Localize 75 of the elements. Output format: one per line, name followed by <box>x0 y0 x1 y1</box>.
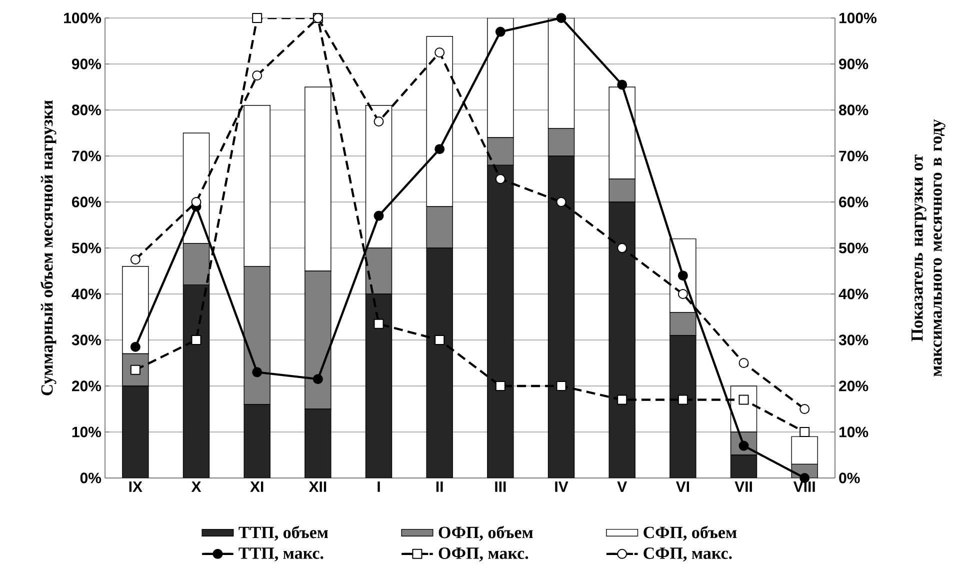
point <box>252 12 262 23</box>
y2-tick-label: 90% <box>839 58 868 70</box>
y-tick-label: 100% <box>64 12 102 24</box>
legend-label: ОФП, объем <box>438 526 533 541</box>
y2-tick-label: 50% <box>838 242 868 254</box>
bar <box>426 248 453 478</box>
point <box>617 80 628 90</box>
bar <box>608 202 636 478</box>
point <box>130 342 140 352</box>
x-tick-label: II <box>436 482 443 492</box>
bar <box>365 294 392 478</box>
point <box>434 334 445 345</box>
y2-tick-label: 10% <box>839 426 868 438</box>
x-tick-label: VII <box>734 482 752 492</box>
point <box>374 210 384 221</box>
point <box>556 380 566 391</box>
legend-label: ТТП, объем <box>238 526 328 541</box>
y2-tick-label: 70% <box>839 150 868 162</box>
legend-label: ОФП, макс. <box>438 548 528 562</box>
y2-axis-title: Показатель нагрузки от максимального месячного в году <box>912 119 946 376</box>
y2-tick-label: 20% <box>839 380 868 392</box>
point <box>191 196 202 207</box>
y2-tick-label: 80% <box>839 104 868 116</box>
legend-label: СФП, макс. <box>644 548 732 562</box>
bar <box>487 164 514 478</box>
point <box>678 270 688 281</box>
y-tick-label: 70% <box>72 150 102 162</box>
x-tick-label: XI <box>250 482 264 492</box>
point <box>556 196 566 207</box>
x-tick-label: IV <box>555 482 568 492</box>
point <box>495 380 506 391</box>
x-tick-label: IX <box>129 482 142 492</box>
point <box>495 174 506 184</box>
y2-tick-label: 30% <box>838 334 868 346</box>
y2-tick-label: 100% <box>839 12 876 24</box>
point <box>617 242 628 253</box>
x-tick-label: I <box>378 482 380 492</box>
y-tick-label: 50% <box>72 242 102 254</box>
bar <box>670 335 696 478</box>
y2-tick-label: 40% <box>838 288 868 300</box>
legend-label: ТТП, макс. <box>238 548 324 562</box>
legend-label: СФП, объем <box>644 526 737 541</box>
bar <box>730 454 758 478</box>
point <box>556 12 566 23</box>
y2-tick-label: 60% <box>839 196 868 208</box>
bar <box>122 386 149 478</box>
point <box>312 374 323 384</box>
point <box>374 318 384 329</box>
bar <box>304 408 332 478</box>
point <box>617 394 628 405</box>
bar <box>182 284 210 478</box>
x-tick-label: III <box>495 482 506 492</box>
y-tick-label: 30% <box>72 334 102 346</box>
y2-tick-label: 0% <box>839 472 860 484</box>
point <box>434 144 445 154</box>
point <box>738 394 749 405</box>
y-tick-label: 40% <box>72 288 102 300</box>
point <box>495 26 506 37</box>
y-tick-label: 20% <box>72 380 102 392</box>
point <box>191 334 202 345</box>
x-tick-label: V <box>617 482 627 492</box>
y-tick-label: 90% <box>72 58 102 70</box>
y-axis-title: Суммарный объем месячной нагрузки <box>40 100 56 396</box>
y-tick-label: 80% <box>72 104 102 116</box>
y-tick-label: 0% <box>80 472 102 484</box>
point <box>678 394 688 405</box>
x-tick-label: X <box>191 482 202 492</box>
y-tick-label: 10% <box>72 426 102 438</box>
bar <box>548 156 575 478</box>
y-tick-label: 60% <box>72 196 102 208</box>
point <box>252 367 262 378</box>
x-tick-label: VI <box>676 482 690 492</box>
bar <box>244 404 270 478</box>
x-tick-label: VIII <box>793 482 815 492</box>
x-tick-label: XII <box>308 482 326 492</box>
